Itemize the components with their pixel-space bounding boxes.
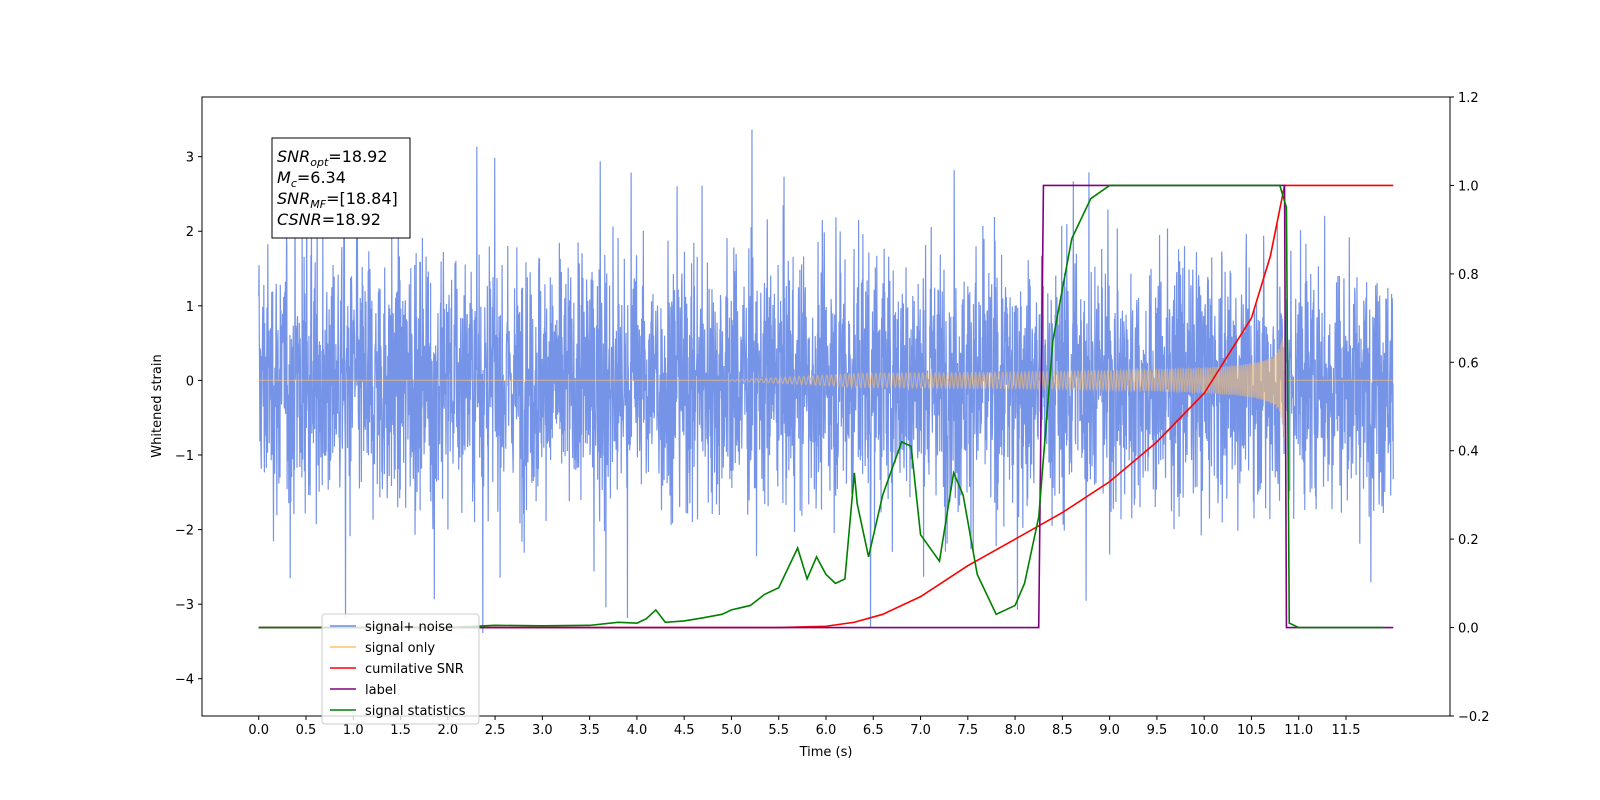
x-tick-label: 0.5 [296, 723, 317, 738]
y-axis-label: Whitened strain [150, 354, 165, 457]
y-axis-left: 3 2 1 0 −1 −2 −3 −4 [175, 151, 202, 688]
y-left-tick-label: 1 [186, 300, 194, 315]
y-right-tick-label: −0.2 [1458, 710, 1490, 725]
legend-label: signal+ noise [365, 620, 453, 635]
x-tick-label: 3.0 [532, 723, 553, 738]
annotation-line: SNRMF=[18.84] [277, 189, 398, 211]
y-axis-right: 1.2 1.0 0.8 0.6 0.4 0.2 0.0 −0.2 [1450, 91, 1490, 725]
x-tick-label: 7.0 [910, 723, 931, 738]
x-tick-label: 6.5 [863, 723, 884, 738]
x-tick-label: 10.0 [1190, 723, 1219, 738]
legend-label: signal statistics [365, 704, 466, 719]
legend-label: label [365, 683, 396, 698]
x-tick-label: 10.5 [1237, 723, 1266, 738]
x-axis: 0.0 0.5 1.0 1.5 2.0 2.5 3.0 3.5 4.0 4.5 5.0 5.5 6.0 6… [248, 716, 1360, 738]
y-left-tick-label: −2 [175, 524, 194, 539]
y-left-tick-label: 0 [186, 374, 194, 389]
x-tick-label: 2.5 [485, 723, 506, 738]
x-tick-label: 1.5 [390, 723, 411, 738]
annotation-line: SNRopt=18.92 [277, 147, 388, 169]
legend-label: signal only [365, 641, 435, 656]
y-right-tick-label: 1.0 [1458, 179, 1479, 194]
y-left-tick-label: 3 [186, 151, 194, 166]
y-left-tick-label: 2 [186, 225, 194, 240]
x-tick-label: 11.5 [1332, 723, 1361, 738]
legend: signal+ noise signal only cumilative SNR la… [321, 613, 480, 725]
series-signal-statistics [258, 184, 1384, 629]
x-axis-label: Time (s) [799, 745, 853, 760]
x-tick-label: 11.0 [1284, 723, 1313, 738]
plot-area [258, 129, 1394, 633]
y-left-tick-label: −3 [175, 598, 194, 613]
y-right-tick-label: 0.2 [1458, 533, 1479, 548]
y-left-tick-label: −4 [175, 673, 194, 688]
y-right-tick-label: 0.8 [1458, 268, 1479, 283]
annotation-box: SNRopt=18.92Mc=6.34SNRMF=[18.84]CSNR=18.… [271, 137, 411, 239]
x-tick-label: 5.5 [768, 723, 789, 738]
y-right-tick-label: 1.2 [1458, 91, 1479, 106]
legend-label: cumilative SNR [365, 662, 464, 677]
x-tick-label: 2.0 [437, 723, 458, 738]
legend-frame [321, 613, 480, 725]
x-tick-label: 1.0 [343, 723, 364, 738]
y-right-tick-label: 0.6 [1458, 356, 1479, 371]
x-tick-label: 6.0 [816, 723, 837, 738]
y-left-tick-label: −1 [175, 449, 194, 464]
annotation-frame [271, 137, 411, 239]
x-tick-label: 5.0 [721, 723, 742, 738]
x-tick-label: 9.5 [1147, 723, 1168, 738]
x-tick-label: 7.5 [957, 723, 978, 738]
x-tick-label: 4.5 [674, 723, 695, 738]
series-signal-only [258, 337, 1394, 440]
annotation-line: CSNR=18.92 [277, 210, 381, 229]
x-tick-label: 0.0 [248, 723, 269, 738]
annotation-line: Mc=6.34 [277, 168, 346, 190]
x-tick-label: 9.0 [1099, 723, 1120, 738]
x-tick-label: 3.5 [579, 723, 600, 738]
x-tick-label: 4.0 [627, 723, 648, 738]
y-right-tick-label: 0.4 [1458, 445, 1479, 460]
x-tick-label: 8.0 [1005, 723, 1026, 738]
x-tick-label: 8.5 [1052, 723, 1073, 738]
series-cumilative-snr [258, 184, 1394, 629]
y-right-tick-label: 0.0 [1458, 622, 1479, 637]
